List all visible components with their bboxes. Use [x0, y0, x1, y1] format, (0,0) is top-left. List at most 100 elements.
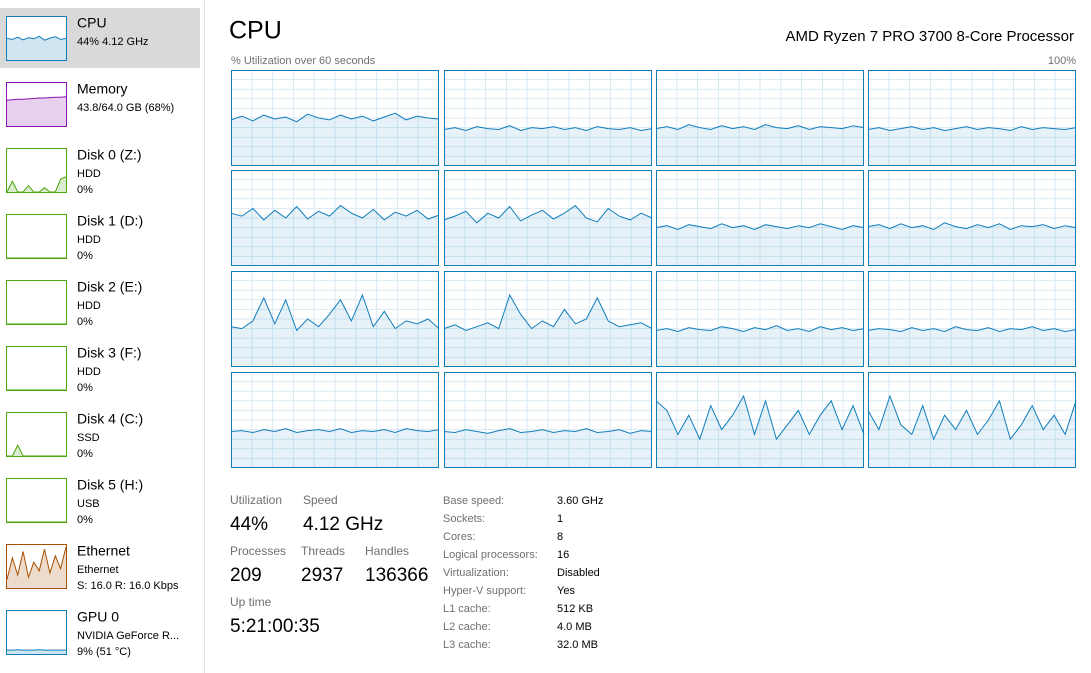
- core-frame: [656, 170, 864, 266]
- core-frame: [868, 372, 1076, 468]
- stat-label: Utilization: [230, 493, 282, 507]
- core-frame: [231, 372, 439, 468]
- core-frame: [444, 70, 652, 166]
- core-area: [656, 325, 864, 367]
- detail-label: Sockets:: [443, 513, 485, 525]
- detail-value: 8: [557, 531, 563, 543]
- core-frame: [231, 170, 439, 266]
- thumb-frame: [6, 214, 67, 259]
- core-frame: [656, 271, 864, 367]
- detail-label: Virtualization:: [443, 567, 509, 579]
- thumb-line: [6, 35, 67, 41]
- thumb-line: [6, 546, 67, 580]
- core-line: [443, 293, 653, 332]
- sidebar-detail: 9% (51 °C): [77, 646, 131, 658]
- thumb-frame: [6, 280, 67, 325]
- core-line: [655, 124, 865, 131]
- thumb-frame: [6, 346, 67, 391]
- core-area: [444, 295, 652, 367]
- core-area: [444, 428, 652, 468]
- sidebar-detail: NVIDIA GeForce R...: [77, 630, 179, 642]
- detail-label: Logical processors:: [443, 549, 538, 561]
- thumb-area: [7, 176, 66, 192]
- thumb-frame: [6, 412, 67, 457]
- sidebar-detail: 0%: [77, 316, 93, 328]
- sidebar-detail: Ethernet: [77, 564, 119, 576]
- stat-value: 5:21:00:35: [230, 616, 320, 637]
- core-area: [231, 295, 439, 367]
- thumb-frame: [6, 544, 67, 589]
- detail-label: Hyper-V support:: [443, 585, 526, 597]
- core-frame: [656, 70, 864, 166]
- stat-value: 4.12 GHz: [303, 514, 383, 535]
- thumb-line: [6, 176, 67, 193]
- detail-label: L1 cache:: [443, 603, 491, 615]
- core-frame: [444, 372, 652, 468]
- sidebar-detail: HDD: [77, 234, 101, 246]
- core-area: [444, 205, 652, 266]
- sidebar-name: CPU: [77, 15, 107, 31]
- thumb-frame: [6, 478, 67, 523]
- core-line: [655, 394, 865, 441]
- core-frame: [444, 170, 652, 266]
- sidebar-name: Disk 3 (F:): [77, 345, 142, 361]
- core-frame: [868, 70, 1076, 166]
- sidebar-name: Disk 1 (D:): [77, 213, 143, 229]
- sidebar-name: Ethernet: [77, 543, 130, 559]
- core-area: [868, 126, 1076, 166]
- stat-label: Processes: [230, 544, 286, 558]
- core-area: [231, 428, 439, 468]
- detail-value: 32.0 MB: [557, 639, 598, 651]
- sidebar-detail: HDD: [77, 168, 101, 180]
- detail-value: Disabled: [557, 567, 600, 579]
- page-title: CPU: [229, 17, 282, 45]
- graph-label: % Utilization over 60 seconds: [231, 55, 376, 67]
- sidebar-name: GPU 0: [77, 609, 119, 625]
- core-line: [867, 222, 1077, 231]
- sidebar-name: Disk 0 (Z:): [77, 147, 142, 163]
- sidebar-name: Disk 5 (H:): [77, 477, 143, 493]
- thumb-frame: [6, 16, 67, 61]
- core-line: [655, 223, 865, 231]
- core-area: [868, 222, 1076, 266]
- sidebar-detail: SSD: [77, 432, 100, 444]
- detail-value: 16: [557, 549, 569, 561]
- core-frame: [656, 372, 864, 468]
- graph-max: 100%: [1048, 55, 1076, 67]
- thumb-frame: [6, 610, 67, 655]
- thumb-frame: [6, 148, 67, 193]
- core-frame: [231, 271, 439, 367]
- stat-value: 136366: [365, 565, 428, 586]
- thumb-area: [7, 547, 66, 588]
- core-line: [867, 394, 1077, 441]
- stat-value: 209: [230, 565, 262, 586]
- detail-label: L2 cache:: [443, 621, 491, 633]
- core-frame: [231, 70, 439, 166]
- stat-value: 2937: [301, 565, 343, 586]
- core-area: [231, 205, 439, 266]
- thumb-area: [7, 649, 66, 654]
- sidebar-detail: 43.8/64.0 GB (68%): [77, 102, 174, 114]
- sidebar-detail: HDD: [77, 366, 101, 378]
- detail-value: Yes: [557, 585, 575, 597]
- sidebar-detail: 0%: [77, 250, 93, 262]
- sidebar-name: Disk 4 (C:): [77, 411, 143, 427]
- sidebar-detail: 0%: [77, 514, 93, 526]
- stat-label: Up time: [230, 595, 272, 609]
- stat-label: Speed: [303, 493, 338, 507]
- thumb-area: [7, 96, 66, 126]
- sidebar-detail: HDD: [77, 300, 101, 312]
- sidebar-detail: 44% 4.12 GHz: [77, 36, 149, 48]
- sidebar-detail: 0%: [77, 184, 93, 196]
- core-area: [656, 223, 864, 266]
- detail-label: Base speed:: [443, 495, 504, 507]
- sidebar-detail: 0%: [77, 382, 93, 394]
- core-line: [230, 112, 440, 123]
- core-area: [656, 124, 864, 166]
- detail-label: L3 cache:: [443, 639, 491, 651]
- stat-label: Threads: [301, 544, 345, 558]
- sidebar-detail: USB: [77, 498, 100, 510]
- core-line: [230, 428, 440, 434]
